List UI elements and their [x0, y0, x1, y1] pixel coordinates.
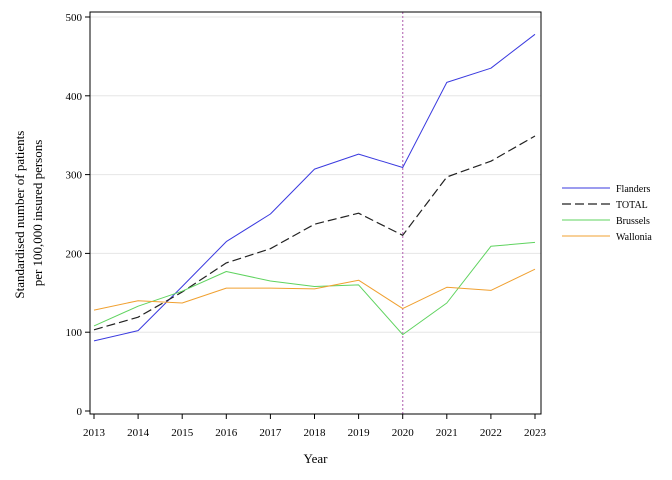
y-tick-label: 500	[66, 12, 83, 24]
y-tick-label: 200	[66, 248, 83, 260]
x-tick-label: 2020	[392, 427, 415, 439]
plot-area-frame	[89, 11, 542, 415]
series-layer	[93, 33, 536, 342]
legend-label-flanders: Flanders	[616, 184, 651, 195]
x-axis-title: Year	[304, 451, 329, 466]
legend-label-brussels: Brussels	[616, 216, 650, 227]
series-line-flanders	[93, 33, 536, 342]
legend-label-total: TOTAL	[616, 200, 648, 211]
series-line-brussels	[93, 241, 536, 336]
series-line-wallonia	[93, 268, 536, 311]
x-tick-label: 2021	[436, 427, 458, 439]
y-tick-label: 0	[77, 406, 83, 418]
x-tick-label: 2023	[524, 427, 547, 439]
legend: Flanders TOTAL Brussels Wallonia	[562, 184, 652, 243]
gridlines	[90, 16, 541, 333]
series-line-total	[93, 135, 536, 331]
y-axis-title-line-1: Standardised number of patients	[12, 131, 27, 299]
legend-label-wallonia: Wallonia	[616, 232, 652, 243]
y-axis-title: Standardised number of patients per 100,…	[12, 127, 45, 298]
x-tick-label: 2016	[215, 427, 238, 439]
x-tick-label: 2015	[171, 427, 194, 439]
x-axis-ticks: 2013 2014 2015 2016 2017 2018 2019 2020 2021 2022…	[83, 414, 547, 439]
x-tick-label: 2022	[480, 427, 502, 439]
x-tick-label: 2014	[127, 427, 150, 439]
x-tick-label: 2017	[259, 427, 282, 439]
y-axis-title-line-2: per 100,000 insured persons	[30, 140, 45, 287]
y-tick-label: 300	[66, 170, 83, 182]
y-tick-label: 100	[66, 327, 83, 339]
y-axis-ticks: 0 100 200 300 400 500	[66, 12, 90, 418]
y-tick-label: 400	[66, 91, 83, 103]
x-tick-label: 2018	[304, 427, 327, 439]
x-tick-label: 2019	[348, 427, 371, 439]
x-tick-label: 2013	[83, 427, 106, 439]
